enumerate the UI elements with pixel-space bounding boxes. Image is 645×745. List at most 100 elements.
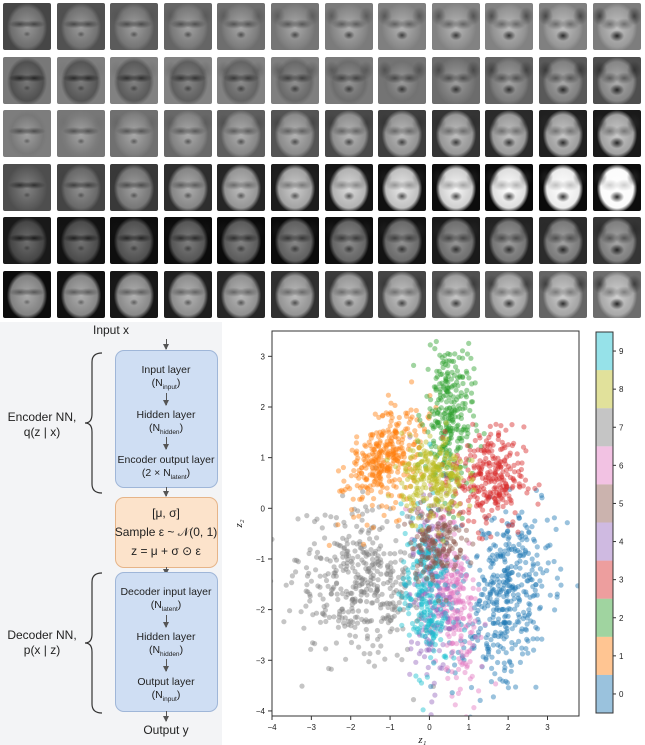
scatter-point-class-3 <box>498 472 504 478</box>
scatter-point-class-0 <box>512 642 518 648</box>
scatter-point-class-2 <box>468 355 474 361</box>
scatter-point-class-7 <box>428 623 434 629</box>
scatter-point-class-7 <box>375 636 381 642</box>
scatter-point-class-0 <box>500 553 506 559</box>
scatter-point-class-1 <box>392 456 399 463</box>
scatter-point-class-7 <box>416 616 422 622</box>
scatter-point-class-0 <box>486 646 492 652</box>
scatter-point-class-2 <box>437 386 443 392</box>
scatter-point-class-6 <box>443 540 449 546</box>
scatter-point-class-4 <box>428 560 435 566</box>
scatter-point-class-8 <box>419 458 425 464</box>
scatter-point-class-1 <box>369 457 375 463</box>
scatter-point-class-6 <box>452 610 458 616</box>
scatter-point-class-8 <box>437 486 444 492</box>
scatter-point-class-2 <box>450 465 456 471</box>
scatter-point-class-2 <box>449 413 455 419</box>
scatter-point-class-7 <box>337 608 343 614</box>
scatter-point-class-0 <box>532 518 538 524</box>
scatter-point-class-2 <box>443 358 449 364</box>
scatter-point-class-0 <box>535 561 541 567</box>
scatter-point-class-1 <box>376 434 382 440</box>
scatter-point-class-8 <box>406 495 412 502</box>
scatter-point-class-0 <box>558 582 564 588</box>
scatter-point-class-0 <box>467 563 473 569</box>
scatter-point-class-4 <box>437 628 443 634</box>
scatter-point-class-3 <box>487 476 494 482</box>
scatter-point-class-0 <box>465 622 471 628</box>
scatter-point-class-1 <box>369 450 376 457</box>
scatter-point-class-3 <box>477 502 483 508</box>
scatter-point-class-6 <box>436 538 443 544</box>
scatter-point-class-3 <box>468 472 474 479</box>
scatter-point-class-1 <box>378 481 384 487</box>
scatter-point-class-9 <box>418 583 425 589</box>
scatter-point-class-3 <box>486 512 492 519</box>
scatter-point-class-9 <box>435 563 441 569</box>
scatter-point-class-4 <box>431 583 437 589</box>
scatter-point-class-9 <box>424 593 431 599</box>
scatter-point-class-8 <box>437 462 443 468</box>
scatter-point-class-0 <box>514 618 520 625</box>
scatter-point-class-1 <box>395 439 402 445</box>
scatter-point-class-4 <box>427 599 433 605</box>
scatter-point-class-2 <box>425 429 431 435</box>
scatter-point-class-6 <box>467 676 473 682</box>
scatter-point-class-9 <box>439 624 445 630</box>
scatter-point-class-7 <box>369 551 376 557</box>
scatter-point-class-7 <box>387 572 394 578</box>
scatter-point-class-4 <box>444 585 451 591</box>
scatter-point-class-2 <box>460 355 466 361</box>
scatter-point-class-7 <box>354 580 360 586</box>
scatter-point-class-3 <box>488 478 494 484</box>
scatter-point-class-4 <box>408 639 415 645</box>
scatter-point-class-8 <box>416 464 422 470</box>
scatter-point-class-1 <box>399 437 406 443</box>
scatter-point-class-0 <box>502 559 508 565</box>
scatter-point-class-2 <box>445 389 451 395</box>
scatter-point-class-9 <box>431 544 437 550</box>
scatter-point-class-1 <box>391 458 397 464</box>
scatter-point-class-6 <box>479 663 485 669</box>
scatter-point-class-4 <box>423 567 430 573</box>
scatter-point-class-2 <box>457 406 463 412</box>
scatter-point-class-5 <box>420 569 426 575</box>
scatter-point-class-4 <box>411 506 417 512</box>
scatter-point-class-5 <box>456 554 462 560</box>
scatter-point-class-2 <box>433 407 439 413</box>
scatter-point-class-6 <box>441 604 447 610</box>
scatter-point-class-7 <box>350 555 356 561</box>
scatter-point-class-6 <box>439 515 445 521</box>
scatter-point-class-9 <box>408 597 414 603</box>
scatter-point-class-4 <box>424 641 430 647</box>
scatter-point-class-0 <box>537 604 543 610</box>
scatter-point-class-2 <box>440 428 446 434</box>
scatter-point-class-7 <box>400 626 406 632</box>
scatter-point-class-7 <box>414 571 420 577</box>
scatter-point-class-7 <box>413 597 419 603</box>
scatter-point-class-4 <box>439 602 445 608</box>
scatter-point-class-1 <box>371 456 377 462</box>
scatter-point-class-2 <box>446 447 452 453</box>
scatter-point-class-2 <box>445 385 451 391</box>
scatter-point-class-9 <box>432 539 438 545</box>
scatter-point-class-1 <box>364 454 370 460</box>
scatter-point-class-2 <box>442 392 448 398</box>
scatter-point-class-0 <box>513 564 519 570</box>
scatter-point-class-1 <box>401 472 407 478</box>
face-thumbnail <box>56 56 105 104</box>
scatter-point-class-4 <box>425 517 431 523</box>
scatter-point-class-7 <box>372 561 378 567</box>
scatter-point-class-5 <box>430 537 436 543</box>
scatter-point-class-9 <box>443 598 449 604</box>
scatter-point-class-6 <box>442 565 448 571</box>
scatter-point-class-0 <box>495 620 501 626</box>
scatter-point-class-9 <box>405 593 411 599</box>
scatter-point-class-7 <box>355 572 361 578</box>
scatter-point-class-9 <box>421 560 427 566</box>
scatter-point-class-4 <box>420 581 426 587</box>
scatter-point-class-7 <box>306 570 312 576</box>
scatter-point-class-6 <box>443 666 449 673</box>
scatter-point-class-3 <box>496 492 502 499</box>
scatter-point-class-2 <box>439 380 445 386</box>
